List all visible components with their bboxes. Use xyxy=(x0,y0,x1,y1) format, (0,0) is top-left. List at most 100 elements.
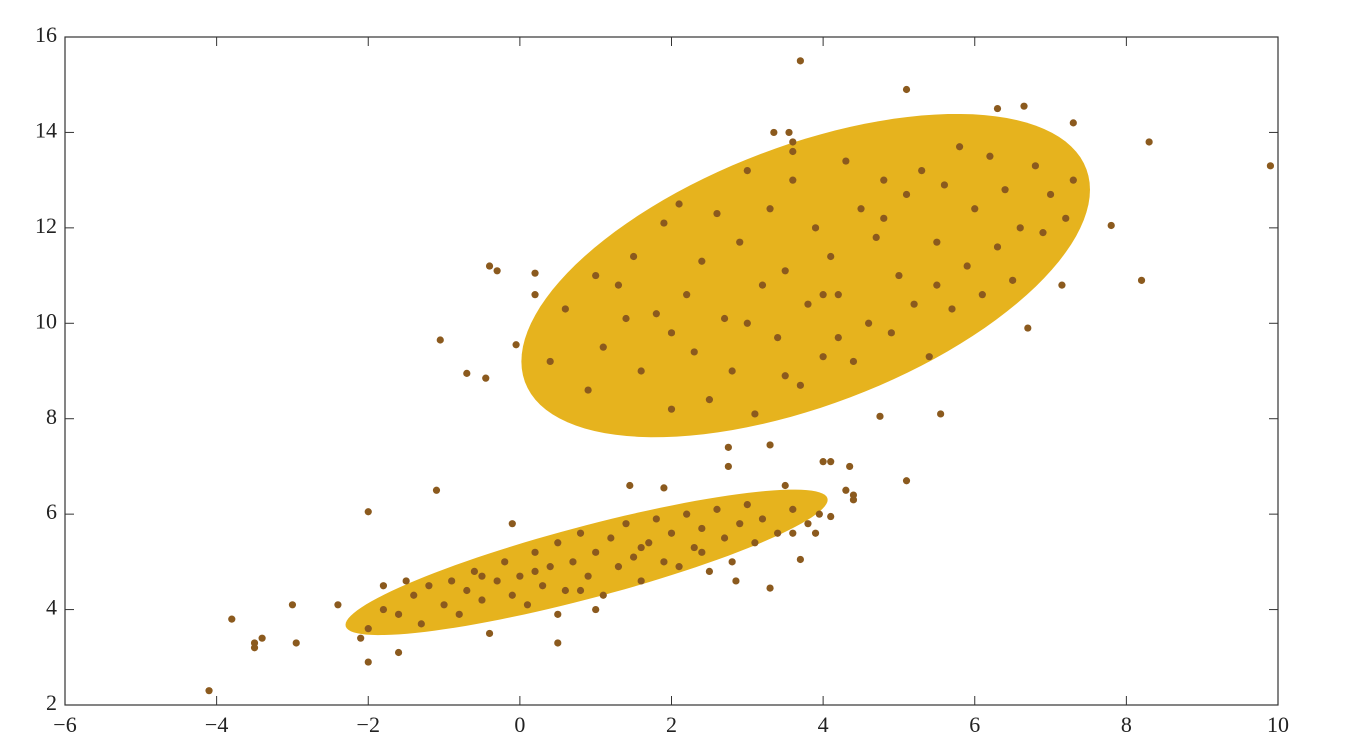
point xyxy=(622,314,630,323)
point xyxy=(690,348,698,356)
y-tick-label: 14 xyxy=(35,117,57,142)
point xyxy=(576,529,585,537)
point xyxy=(705,396,714,404)
point xyxy=(622,520,630,528)
point xyxy=(815,510,823,518)
point xyxy=(789,176,797,184)
point xyxy=(599,343,607,351)
point xyxy=(614,281,623,289)
point xyxy=(827,252,835,261)
point xyxy=(770,128,778,137)
point xyxy=(683,510,691,518)
point xyxy=(592,271,600,280)
point xyxy=(849,496,858,504)
point xyxy=(804,300,812,308)
y-tick-label: 12 xyxy=(35,213,57,238)
point xyxy=(1001,186,1009,194)
point xyxy=(482,374,490,382)
point xyxy=(993,104,1002,113)
point xyxy=(865,319,873,327)
point xyxy=(652,515,660,523)
point xyxy=(948,305,956,313)
point xyxy=(667,529,676,537)
point xyxy=(971,205,979,213)
point xyxy=(675,200,683,208)
point xyxy=(724,443,732,451)
point xyxy=(675,563,683,571)
point xyxy=(993,243,1002,251)
x-tick-label: 8 xyxy=(1121,712,1132,737)
point xyxy=(819,291,827,299)
point xyxy=(751,410,759,418)
point xyxy=(876,412,884,420)
point xyxy=(846,462,854,471)
point xyxy=(724,462,732,471)
point xyxy=(895,271,903,280)
point xyxy=(599,591,607,599)
point xyxy=(819,353,827,361)
point xyxy=(1069,176,1077,184)
point xyxy=(561,586,569,595)
point xyxy=(781,481,789,490)
point xyxy=(660,219,668,227)
point xyxy=(250,644,259,652)
point xyxy=(796,57,804,65)
point xyxy=(539,582,547,590)
point xyxy=(417,620,425,628)
point xyxy=(811,224,820,232)
point xyxy=(789,505,797,513)
point xyxy=(986,152,994,160)
point xyxy=(698,548,706,556)
point xyxy=(736,520,744,528)
point xyxy=(918,167,926,175)
point xyxy=(842,486,850,494)
point xyxy=(789,147,797,156)
point xyxy=(713,209,721,218)
point xyxy=(584,572,592,580)
point xyxy=(660,558,668,566)
point xyxy=(554,639,562,647)
point xyxy=(364,508,372,516)
point xyxy=(978,291,986,299)
point xyxy=(614,563,623,571)
point xyxy=(652,310,660,318)
point xyxy=(364,625,372,633)
point xyxy=(660,484,668,492)
point xyxy=(531,269,539,277)
y-tick-label: 4 xyxy=(46,595,57,620)
point xyxy=(705,567,714,576)
point xyxy=(880,214,888,222)
point xyxy=(758,515,767,523)
point xyxy=(690,543,698,552)
point xyxy=(629,252,638,261)
point xyxy=(1024,324,1032,332)
point xyxy=(637,577,645,585)
point xyxy=(933,281,941,289)
x-tick-label: 10 xyxy=(1267,712,1289,737)
y-tick-label: 2 xyxy=(46,690,57,715)
x-tick-label: 2 xyxy=(666,712,677,737)
point xyxy=(1039,229,1047,237)
point xyxy=(811,529,820,537)
point xyxy=(592,605,600,614)
point xyxy=(683,291,691,299)
y-tick-label: 16 xyxy=(35,22,57,47)
point xyxy=(379,582,388,590)
point xyxy=(1016,224,1024,232)
point xyxy=(485,262,494,270)
x-tick-label: 0 xyxy=(514,712,525,737)
point xyxy=(902,85,911,94)
point xyxy=(1137,276,1146,284)
point xyxy=(493,577,501,585)
y-tick-label: 6 xyxy=(46,499,57,524)
point xyxy=(584,386,592,394)
point xyxy=(902,190,911,199)
point xyxy=(789,138,797,146)
point xyxy=(963,262,971,270)
point xyxy=(554,610,562,618)
point xyxy=(637,543,645,552)
point xyxy=(774,529,782,537)
point xyxy=(796,381,804,389)
point xyxy=(402,577,410,585)
